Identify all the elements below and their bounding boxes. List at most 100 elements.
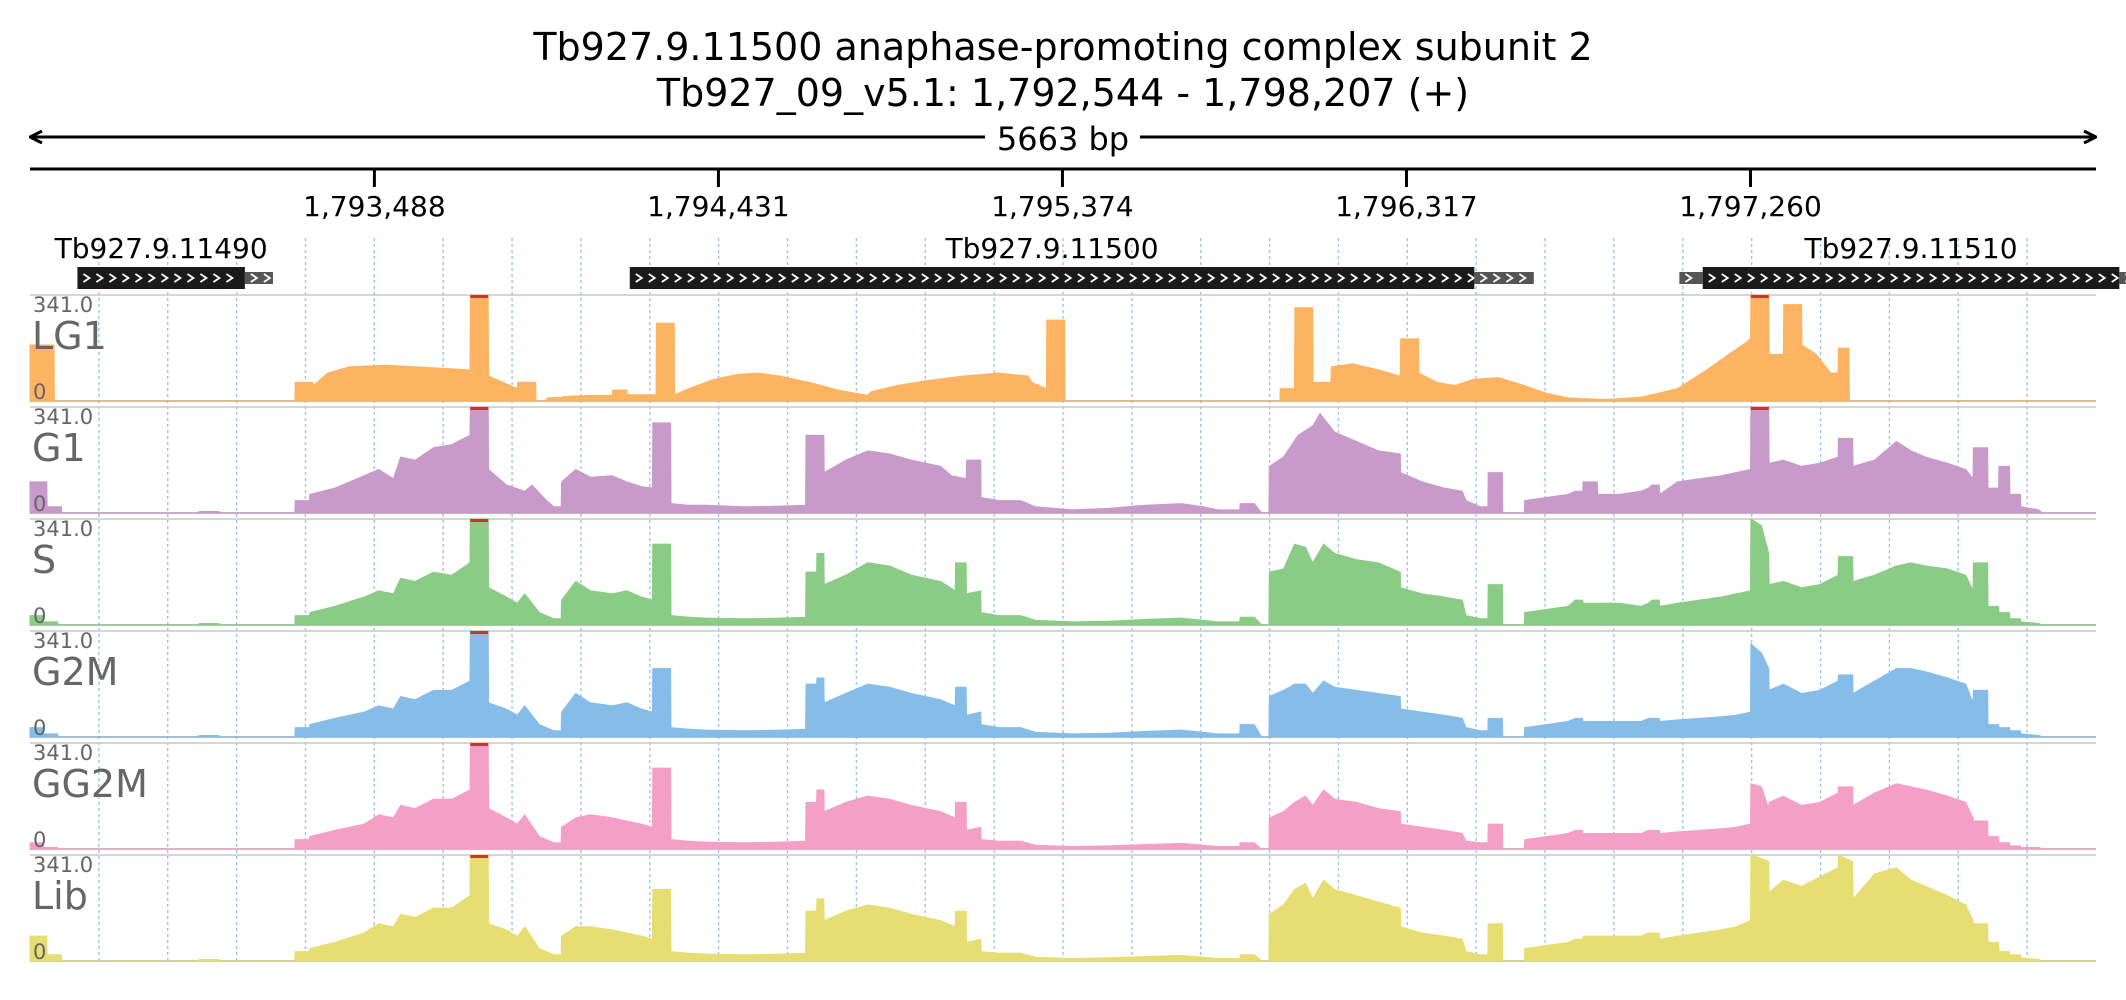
strand-arrow [1518, 273, 1527, 283]
strand-arrow [108, 273, 118, 283]
strand-arrow [2072, 273, 2081, 283]
strand-arrow [1415, 273, 1424, 283]
gene-label: Tb927.9.11500 [945, 232, 1159, 265]
strand-arrow [147, 273, 157, 283]
strand-arrow [895, 273, 904, 283]
strand-arrow [1851, 273, 1860, 283]
track-name: LG1 [32, 314, 107, 358]
gene-feature: Tb927.9.11510 [1679, 232, 2126, 289]
coverage-area [29, 630, 2096, 738]
strand-arrow [186, 273, 196, 283]
y-max-label: 341.0 [33, 741, 93, 765]
strand-arrow [1877, 273, 1886, 283]
y-max-label: 341.0 [33, 629, 93, 653]
strand-arrow [960, 273, 969, 283]
strand-arrow [908, 273, 917, 283]
strand-arrow [830, 273, 839, 283]
y-max-label: 341.0 [33, 517, 93, 541]
strand-arrow [1454, 273, 1463, 283]
track-name: G2M [32, 650, 118, 694]
chart-title: Tb927.9.11500 anaphase-promoting complex… [533, 25, 1593, 69]
strand-arrow [1220, 273, 1229, 283]
strand-arrow [648, 273, 657, 283]
strand-arrow [934, 273, 943, 283]
strand-arrow [1799, 273, 1808, 283]
strand-arrow [1077, 273, 1086, 283]
strand-arrow [2020, 273, 2029, 283]
x-tick-label: 1,793,488 [303, 190, 446, 223]
strand-arrow [2111, 273, 2120, 283]
strand-arrow [1929, 273, 1938, 283]
span-label: 5663 bp [997, 120, 1129, 158]
strand-arrow [1441, 273, 1450, 283]
strand-arrow [1428, 273, 1437, 283]
clipped-peak-marker [470, 631, 489, 634]
strand-arrow [1747, 273, 1756, 283]
gene-feature: Tb927.9.11490 [54, 232, 273, 289]
strand-arrow [1103, 273, 1112, 283]
y-max-label: 341.0 [33, 405, 93, 429]
span-ruler: 5663 bp [30, 120, 2096, 158]
strand-arrow [199, 273, 209, 283]
strand-arrow [1825, 273, 1834, 283]
strand-arrow [1207, 273, 1216, 283]
strand-arrow [2085, 273, 2094, 283]
strand-arrow [2059, 273, 2068, 283]
strand-arrow [1721, 273, 1730, 283]
clipped-peak-marker [470, 295, 489, 298]
strand-arrow [869, 273, 878, 283]
strand-arrow [1324, 273, 1333, 283]
strand-arrow [1376, 273, 1385, 283]
strand-arrow [765, 273, 774, 283]
strand-arrow [882, 273, 891, 283]
gene-label: Tb927.9.11510 [1804, 232, 2018, 265]
strand-arrow [1492, 273, 1501, 283]
strand-arrow [121, 273, 131, 283]
coverage-area [29, 518, 2096, 626]
strand-arrow [1363, 273, 1372, 283]
x-tick-label: 1,796,317 [1335, 190, 1478, 223]
y-min-label: 0 [33, 604, 46, 628]
strand-arrow [1968, 273, 1977, 283]
strand-arrow [1916, 273, 1925, 283]
y-min-label: 0 [33, 940, 46, 964]
y-min-label: 0 [33, 492, 46, 516]
strand-arrow [1051, 273, 1060, 283]
strand-arrow [804, 273, 813, 283]
strand-arrow [947, 273, 956, 283]
coverage-track: 341.0 0 G1 [29, 405, 2096, 516]
strand-arrow [986, 273, 995, 283]
strand-arrow [843, 273, 852, 283]
x-tick-label: 1,794,431 [647, 190, 790, 223]
strand-arrow [160, 273, 170, 283]
strand-arrow [817, 273, 826, 283]
strand-arrow [1812, 273, 1821, 283]
coverage-track: 341.0 0 G2M [29, 629, 2096, 740]
clipped-peak-marker [470, 743, 489, 746]
strand-arrow [700, 273, 709, 283]
strand-arrow [1350, 273, 1359, 283]
clipped-peak-marker [470, 407, 489, 410]
strand-arrow [1903, 273, 1912, 283]
strand-arrow [2007, 273, 2016, 283]
strand-arrow [1402, 273, 1411, 283]
track-name: G1 [32, 426, 86, 470]
strand-arrow [134, 273, 144, 283]
strand-arrow [1012, 273, 1021, 283]
clipped-peak-marker [1750, 407, 1769, 410]
y-min-label: 0 [33, 716, 46, 740]
strand-arrow [635, 273, 644, 283]
coverage-track: 341.0 0 S [29, 517, 2096, 628]
gene-utr-block [1474, 272, 1534, 284]
coverage-track: 341.0 0 LG1 [29, 293, 2096, 404]
strand-arrow [1129, 273, 1138, 283]
strand-arrow [1981, 273, 1990, 283]
strand-arrow [1090, 273, 1099, 283]
strand-arrow [82, 273, 92, 283]
strand-arrow [661, 273, 670, 283]
strand-arrow [1942, 273, 1951, 283]
strand-arrow [1168, 273, 1177, 283]
gene-cds-block [77, 267, 245, 289]
strand-arrow [1734, 273, 1743, 283]
strand-arrow [2033, 273, 2042, 283]
